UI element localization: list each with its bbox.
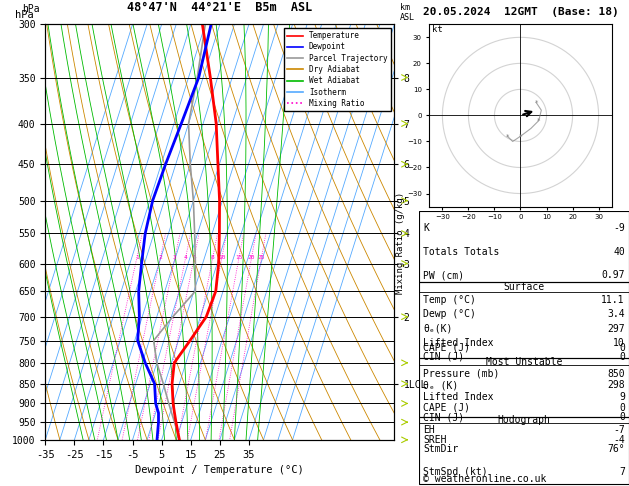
Text: 10: 10 [218, 255, 226, 260]
Text: Most Unstable: Most Unstable [486, 357, 562, 367]
Text: θₑ(K): θₑ(K) [423, 324, 452, 333]
X-axis label: Dewpoint / Temperature (°C): Dewpoint / Temperature (°C) [135, 465, 304, 475]
Text: PW (cm): PW (cm) [423, 270, 464, 280]
Text: 76°: 76° [607, 444, 625, 454]
Text: StmDir: StmDir [423, 444, 459, 454]
Text: StmSpd (kt): StmSpd (kt) [423, 467, 487, 477]
Text: 11.1: 11.1 [601, 295, 625, 305]
Text: CIN (J): CIN (J) [423, 352, 464, 362]
Text: CIN (J): CIN (J) [423, 412, 464, 422]
Text: EH: EH [423, 425, 435, 435]
Text: 0: 0 [619, 343, 625, 352]
Text: 20.05.2024  12GMT  (Base: 18): 20.05.2024 12GMT (Base: 18) [423, 7, 618, 17]
Text: -4: -4 [613, 435, 625, 445]
Y-axis label: hPa: hPa [15, 10, 34, 20]
Text: 40: 40 [613, 247, 625, 257]
Text: hPa: hPa [23, 4, 40, 14]
Text: CAPE (J): CAPE (J) [423, 343, 470, 352]
Text: Lifted Index: Lifted Index [423, 338, 494, 348]
Text: 3.4: 3.4 [607, 310, 625, 319]
Text: *: * [519, 133, 522, 139]
Text: 5: 5 [192, 255, 196, 260]
Text: 0: 0 [619, 352, 625, 362]
Text: *: * [537, 118, 540, 123]
Text: 10: 10 [613, 338, 625, 348]
Legend: Temperature, Dewpoint, Parcel Trajectory, Dry Adiabat, Wet Adiabat, Isotherm, Mi: Temperature, Dewpoint, Parcel Trajectory… [284, 28, 391, 111]
Text: 3: 3 [173, 255, 177, 260]
Text: 8: 8 [211, 255, 214, 260]
Text: -9: -9 [613, 223, 625, 233]
Text: 20: 20 [248, 255, 255, 260]
Text: 297: 297 [607, 324, 625, 333]
Bar [419, 282, 629, 358]
Text: 9: 9 [619, 392, 625, 402]
Text: 0: 0 [619, 403, 625, 413]
Text: 25: 25 [258, 255, 265, 260]
Text: CAPE (J): CAPE (J) [423, 403, 470, 413]
Text: Temp (°C): Temp (°C) [423, 295, 476, 305]
Text: 298: 298 [607, 381, 625, 390]
Text: © weatheronline.co.uk: © weatheronline.co.uk [423, 474, 546, 484]
Text: 4: 4 [184, 255, 187, 260]
Text: Hodograph: Hodograph [498, 415, 550, 425]
Bar [419, 417, 629, 484]
Text: 2: 2 [159, 255, 162, 260]
Text: SREH: SREH [423, 435, 447, 445]
Text: 48°47'N  44°21'E  B5m  ASL: 48°47'N 44°21'E B5m ASL [127, 1, 313, 14]
Text: 850: 850 [607, 368, 625, 379]
Text: Dewp (°C): Dewp (°C) [423, 310, 476, 319]
Text: 15: 15 [235, 255, 243, 260]
Text: -7: -7 [613, 425, 625, 435]
Text: K: K [423, 223, 429, 233]
Text: *: * [535, 100, 538, 105]
Text: kt: kt [432, 25, 443, 34]
Text: Lifted Index: Lifted Index [423, 392, 494, 402]
Text: *: * [506, 133, 509, 139]
Text: Surface: Surface [503, 282, 545, 292]
Text: θₑ (K): θₑ (K) [423, 381, 459, 390]
Bar [419, 211, 629, 282]
Text: 0: 0 [619, 412, 625, 422]
Text: Mixing Ratio (g/kg): Mixing Ratio (g/kg) [396, 192, 405, 294]
Text: Totals Totals: Totals Totals [423, 247, 499, 257]
Text: km
ASL: km ASL [399, 3, 415, 22]
Text: Pressure (mb): Pressure (mb) [423, 368, 499, 379]
Text: 1: 1 [135, 255, 139, 260]
Text: 7: 7 [619, 467, 625, 477]
Text: 0.97: 0.97 [601, 270, 625, 280]
Bar [419, 358, 629, 417]
